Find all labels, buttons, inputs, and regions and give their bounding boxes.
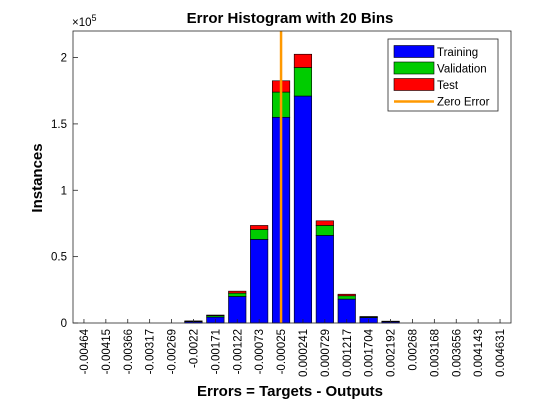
x-tick-label: -0.0022 <box>188 329 200 368</box>
bar-test <box>250 225 269 230</box>
legend-swatch-validation <box>393 61 435 75</box>
x-tick-label: 0.00268 <box>407 329 419 371</box>
y-tick-label: 0.5 <box>51 252 67 264</box>
legend-swatch-training <box>393 45 435 58</box>
x-tick-label: -0.00269 <box>167 329 179 374</box>
bar-validation <box>250 229 269 240</box>
bar-validation <box>337 295 356 300</box>
x-tick-label: -0.00171 <box>210 329 222 374</box>
bar-training <box>315 235 334 324</box>
y-axis-label: Instances <box>29 143 46 212</box>
x-tick-label: 0.001217 <box>342 329 354 377</box>
chart-title: Error Histogram with 20 Bins <box>187 10 394 27</box>
bar-validation <box>228 292 247 297</box>
x-tick-label: -0.00317 <box>145 329 157 374</box>
x-tick-label: 0.000241 <box>298 329 310 377</box>
bar-test <box>206 314 225 317</box>
bar-validation <box>293 67 313 97</box>
bar-test <box>228 290 247 294</box>
x-tick-label: 0.004143 <box>473 329 485 377</box>
y-tick-label: 1.5 <box>51 119 67 131</box>
x-tick-label: 0.003168 <box>429 329 441 377</box>
x-tick-label: -0.00025 <box>276 329 288 374</box>
bar-validation <box>315 225 334 236</box>
x-tick-label: -0.00415 <box>101 329 113 374</box>
bar-training <box>293 95 313 324</box>
x-tick-label: 0.003656 <box>451 329 463 377</box>
bar-training <box>250 239 269 324</box>
x-tick-label: 0.000729 <box>320 329 332 377</box>
x-tick-label: 0.004631 <box>495 329 507 377</box>
legend: Training Validation Test Zero Error <box>387 38 499 112</box>
x-tick-label: -0.00073 <box>254 329 266 374</box>
bar-test <box>359 316 378 318</box>
x-tick-label: -0.00464 <box>79 328 91 374</box>
x-tick-label: 0.002192 <box>386 329 398 377</box>
bar-test <box>315 220 334 226</box>
x-tick-label: -0.00366 <box>123 329 135 374</box>
y-tick-label: 1 <box>61 185 67 197</box>
legend-label: Validation <box>437 64 487 76</box>
y-tick-label: 2 <box>61 53 67 65</box>
legend-swatch-test <box>393 78 435 91</box>
plot-area: 0 0.5 1 1.5 2 -0.00464 -0.00415 -0.00366 -0.0031… <box>51 31 507 377</box>
x-axis-label: Errors = Targets - Outputs <box>197 383 383 400</box>
legend-label: Zero Error <box>437 97 490 109</box>
axes-box <box>72 30 512 324</box>
legend-label: Test <box>437 80 459 92</box>
bar-test <box>337 293 356 297</box>
legend-label: Training <box>437 47 478 59</box>
x-tick-label: -0.00122 <box>232 329 244 374</box>
x-tick-label: 0.001704 <box>364 328 376 377</box>
bar-test <box>293 53 313 68</box>
y-exponent-label: ×105 <box>72 13 97 29</box>
y-tick-label: 0 <box>61 318 67 330</box>
